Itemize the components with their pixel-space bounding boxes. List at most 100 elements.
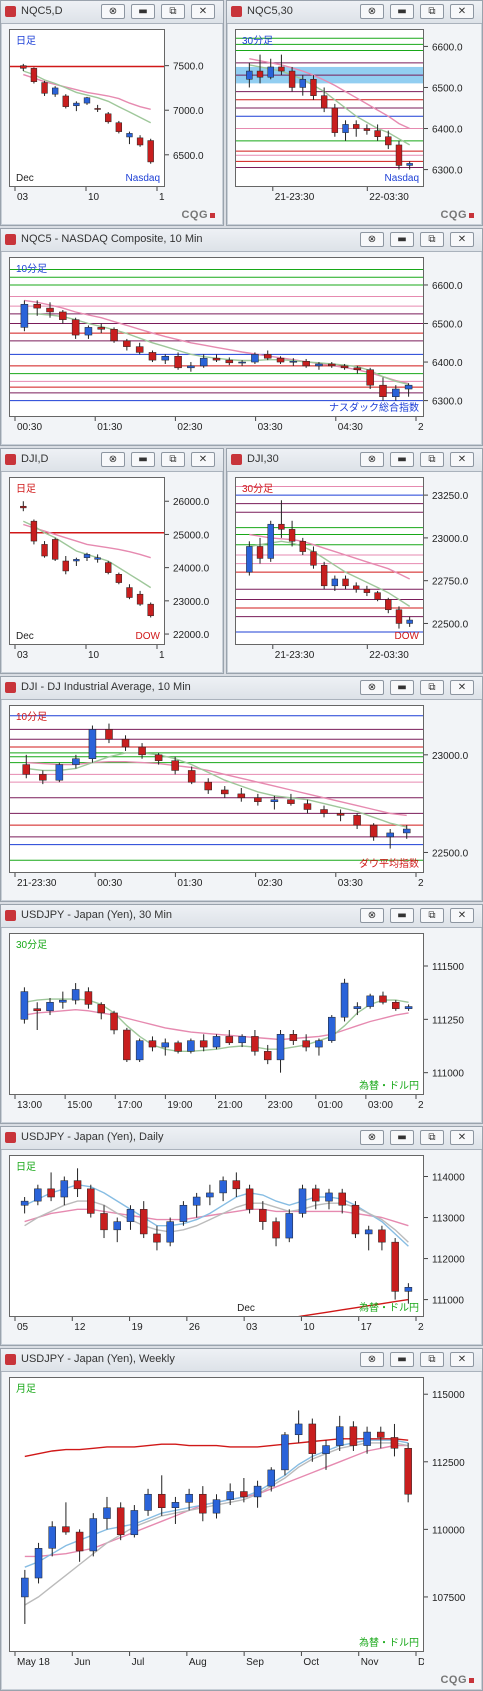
- x-tick-label: 01:00: [318, 1100, 343, 1111]
- candle-body: [113, 1221, 121, 1231]
- candle-body: [377, 1431, 385, 1438]
- plot-area[interactable]: 30分足 Nasdaq: [235, 29, 424, 187]
- window-titlebar[interactable]: DJI,30 ⊗ ▬ ⧉ ✕: [227, 449, 482, 472]
- candle-body: [278, 66, 285, 72]
- candlestick-chart: 日足 Nasdaq Dec: [10, 35, 164, 184]
- link-icon[interactable]: ⊗: [360, 452, 384, 467]
- minimize-button[interactable]: ▬: [390, 4, 414, 19]
- window-titlebar[interactable]: NQC5 - NASDAQ Composite, 10 Min ⊗ ▬ ⧉ ✕: [1, 229, 482, 252]
- candle-body: [20, 65, 27, 69]
- link-icon[interactable]: ⊗: [360, 232, 384, 247]
- link-icon[interactable]: ⊗: [360, 1130, 384, 1145]
- candle-body: [148, 1040, 157, 1048]
- candle-body: [174, 356, 182, 369]
- plot-area[interactable]: 30分足 為替・ドル円: [9, 933, 424, 1095]
- minimize-button[interactable]: ▬: [390, 680, 414, 695]
- candle-body: [308, 1423, 317, 1454]
- close-button[interactable]: ✕: [450, 908, 474, 923]
- window-titlebar[interactable]: NQC5,D ⊗ ▬ ⧉ ✕: [1, 1, 223, 24]
- x-tick-label: 03:30: [258, 422, 283, 433]
- x-tick-label: Dec: [418, 1657, 424, 1668]
- candle-body: [402, 828, 411, 834]
- restore-button[interactable]: ⧉: [420, 452, 444, 467]
- chart-window-w7[interactable]: USDJPY - Japan (Yen), 30 Min ⊗ ▬ ⧉ ✕ 30分足 為替・ド…: [0, 904, 483, 1124]
- restore-button[interactable]: ⧉: [420, 4, 444, 19]
- restore-button[interactable]: ⧉: [420, 232, 444, 247]
- plot-area[interactable]: 日足 DOW Dec: [9, 477, 165, 645]
- window-titlebar[interactable]: USDJPY - Japan (Yen), 30 Min ⊗ ▬ ⧉ ✕: [1, 905, 482, 928]
- close-button[interactable]: ✕: [450, 452, 474, 467]
- chart-window-w4[interactable]: DJI,D ⊗ ▬ ⧉ ✕ 日足 DOW Dec 26000.0 25000.0 24000.0 23…: [0, 448, 224, 674]
- link-icon[interactable]: ⊗: [360, 908, 384, 923]
- candle-body: [206, 1192, 214, 1198]
- chart-window-w8[interactable]: USDJPY - Japan (Yen), Daily ⊗ ▬ ⧉ ✕ 日足 為替・ドル円 D…: [0, 1126, 483, 1346]
- candle-body: [276, 1034, 285, 1061]
- close-button[interactable]: ✕: [450, 1130, 474, 1145]
- y-tick-label: 112500: [432, 1458, 465, 1469]
- y-axis: 6600.0 6500.0 6400.0 6300.0: [424, 42, 463, 177]
- window-titlebar[interactable]: DJI - DJ Industrial Average, 10 Min ⊗ ▬ ⧉ ✕: [1, 677, 482, 700]
- minimize-button[interactable]: ▬: [131, 452, 155, 467]
- minimize-button[interactable]: ▬: [390, 1130, 414, 1145]
- chart-window-w1[interactable]: NQC5,D ⊗ ▬ ⧉ ✕ 日足 Nasdaq Dec 7500.0 7000.0 6500.0 0…: [0, 0, 224, 226]
- minimize-button[interactable]: ▬: [390, 1352, 414, 1367]
- link-icon[interactable]: ⊗: [101, 4, 125, 19]
- candle-body: [299, 79, 306, 88]
- restore-button[interactable]: ⧉: [420, 680, 444, 695]
- window-titlebar[interactable]: USDJPY - Japan (Yen), Weekly ⊗ ▬ ⧉ ✕: [1, 1349, 482, 1372]
- candle-body: [212, 357, 221, 361]
- candle-body: [97, 327, 105, 330]
- restore-button[interactable]: ⧉: [420, 1130, 444, 1145]
- chart-window-w3[interactable]: NQC5 - NASDAQ Composite, 10 Min ⊗ ▬ ⧉ ✕ 10分足ナ…: [0, 228, 483, 446]
- timeframe-label: 日足: [16, 1161, 36, 1173]
- close-button[interactable]: ✕: [191, 4, 215, 19]
- plot-area[interactable]: 10分足 ナスダック総合指数: [9, 257, 424, 417]
- link-icon[interactable]: ⊗: [360, 1352, 384, 1367]
- close-button[interactable]: ✕: [450, 1352, 474, 1367]
- y-tick-label: 111250: [432, 1015, 464, 1026]
- window-titlebar[interactable]: NQC5,30 ⊗ ▬ ⧉ ✕: [227, 1, 482, 24]
- candle-body: [276, 357, 285, 363]
- restore-button[interactable]: ⧉: [420, 908, 444, 923]
- restore-button[interactable]: ⧉: [161, 4, 185, 19]
- link-icon[interactable]: ⊗: [360, 4, 384, 19]
- candle-body: [392, 388, 400, 397]
- minimize-button[interactable]: ▬: [390, 908, 414, 923]
- candle-body: [349, 1426, 358, 1446]
- minimize-button[interactable]: ▬: [390, 452, 414, 467]
- chart-window-w2[interactable]: NQC5,30 ⊗ ▬ ⧉ ✕ 30分足 Nasdaq 6600.0 6500.0 6400.0 6…: [226, 0, 483, 226]
- candle-body: [331, 578, 339, 587]
- restore-button[interactable]: ⧉: [161, 452, 185, 467]
- minimize-button[interactable]: ▬: [390, 232, 414, 247]
- candle-body: [246, 70, 253, 80]
- x-tick-label: 04:30: [338, 422, 363, 433]
- link-icon[interactable]: ⊗: [360, 680, 384, 695]
- instrument-label: DOW: [136, 631, 161, 642]
- candle-body: [328, 1016, 336, 1041]
- plot-area[interactable]: 日足 為替・ドル円 Dec: [9, 1155, 424, 1317]
- close-button[interactable]: ✕: [191, 452, 215, 467]
- link-icon[interactable]: ⊗: [101, 452, 125, 467]
- chart-window-w6[interactable]: DJI - DJ Industrial Average, 10 Min ⊗ ▬ ⧉ ✕ 1…: [0, 676, 483, 902]
- instrument-label: 為替・ドル円: [359, 1301, 419, 1314]
- plot-area[interactable]: 30分足 DOW: [235, 477, 424, 645]
- close-button[interactable]: ✕: [450, 4, 474, 19]
- plot-area[interactable]: 日足 Nasdaq Dec: [9, 29, 165, 187]
- chart-window-w5[interactable]: DJI,30 ⊗ ▬ ⧉ ✕ 30分足 DOW 23250.0 23000.0 22750.0 22…: [226, 448, 483, 674]
- close-button[interactable]: ✕: [450, 232, 474, 247]
- restore-button[interactable]: ⧉: [420, 1352, 444, 1367]
- x-tick-label: 02:30: [258, 878, 283, 889]
- window-titlebar[interactable]: DJI,D ⊗ ▬ ⧉ ✕: [1, 449, 223, 472]
- chart-window-w9[interactable]: USDJPY - Japan (Yen), Weekly ⊗ ▬ ⧉ ✕ 月足 為替・ドル円…: [0, 1348, 483, 1691]
- close-button[interactable]: ✕: [450, 680, 474, 695]
- candle-body: [88, 729, 97, 759]
- candle-body: [404, 1287, 413, 1292]
- candle-body: [144, 1493, 152, 1511]
- plot-area[interactable]: 10分足 ダウ平均指数: [9, 705, 424, 873]
- window-titlebar[interactable]: USDJPY - Japan (Yen), Daily ⊗ ▬ ⧉ ✕: [1, 1127, 482, 1150]
- candle-body: [62, 1526, 70, 1533]
- candle-body: [272, 1221, 280, 1239]
- plot-area[interactable]: 月足 為替・ドル円: [9, 1377, 424, 1652]
- candle-body: [267, 1469, 276, 1487]
- minimize-button[interactable]: ▬: [131, 4, 155, 19]
